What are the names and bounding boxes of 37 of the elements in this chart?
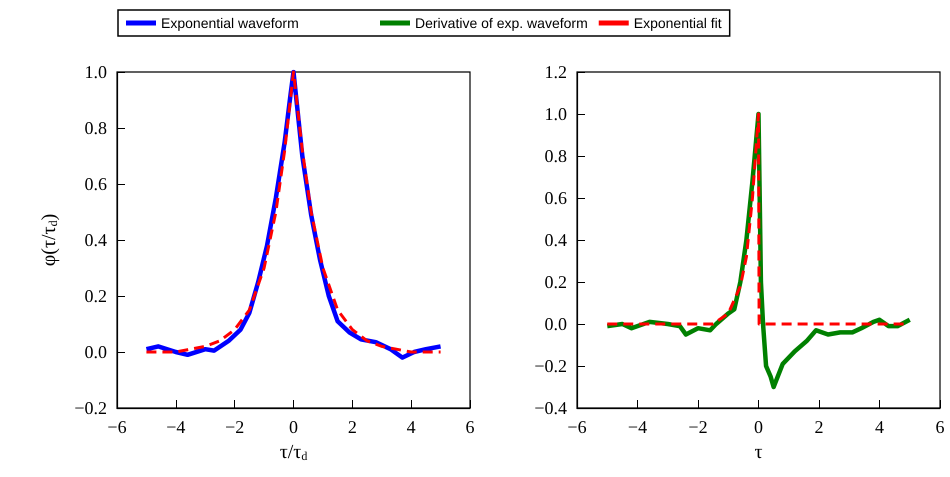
- x-tick-label: 0: [289, 417, 298, 437]
- y-tick-label: 0.0: [544, 314, 567, 334]
- y-tick-label: 0.4: [84, 230, 107, 250]
- legend-label: Derivative of exp. waveform: [415, 15, 588, 31]
- y-tick-label: −0.4: [534, 398, 567, 418]
- y-axis-title: φ(τ/τd): [38, 214, 60, 266]
- y-tick-label: 0.2: [544, 272, 567, 292]
- x-tick-label: −4: [166, 417, 186, 437]
- legend-label: Exponential fit: [634, 15, 722, 31]
- x-tick-label: 2: [814, 417, 824, 437]
- y-tick-label: 0.2: [84, 286, 107, 306]
- y-tick-label: 0.8: [84, 118, 107, 138]
- y-tick-label: 1.0: [84, 62, 107, 82]
- y-tick-label: 1.0: [544, 104, 567, 124]
- x-tick-label: 4: [875, 417, 884, 437]
- line-series: [606, 112, 906, 326]
- y-tick-label: −0.2: [534, 356, 567, 376]
- x-tick-label: 6: [936, 417, 944, 437]
- x-tick-label: −6: [107, 417, 127, 437]
- x-tick-label: 2: [348, 417, 357, 437]
- x-tick-label: −4: [628, 417, 648, 437]
- y-tick-label: 0.4: [544, 230, 567, 250]
- y-tick-label: 1.2: [544, 62, 567, 82]
- x-tick-label: 6: [466, 417, 474, 437]
- legend-label: Exponential waveform: [161, 15, 299, 31]
- y-tick-label: −0.2: [74, 398, 107, 418]
- y-tick-label: 0.6: [544, 188, 567, 208]
- y-tick-label: 0.0: [84, 342, 107, 362]
- y-tick-label: 0.8: [544, 146, 567, 166]
- x-tick-label: −2: [225, 417, 244, 437]
- x-tick-label: −2: [688, 417, 708, 437]
- y-tick-label: 0.6: [84, 174, 107, 194]
- x-tick-label: 4: [406, 417, 416, 437]
- x-tick-label: −6: [567, 417, 587, 437]
- x-axis-title: τ: [754, 441, 763, 463]
- x-tick-label: 0: [754, 417, 763, 437]
- x-axis-title: τ/τd: [280, 441, 308, 463]
